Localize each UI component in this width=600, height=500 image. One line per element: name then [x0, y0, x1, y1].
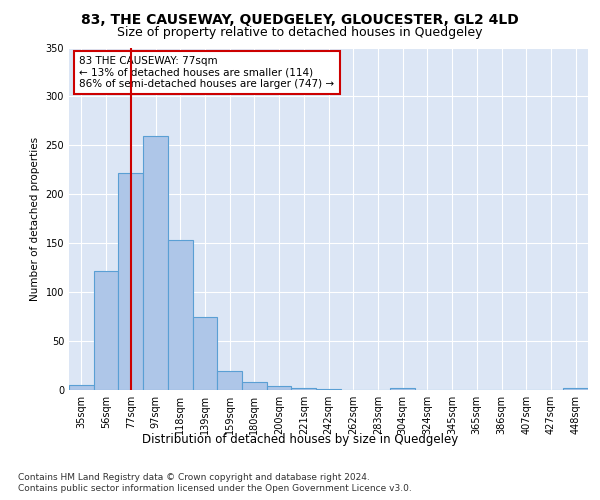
Text: Contains public sector information licensed under the Open Government Licence v3: Contains public sector information licen… — [18, 484, 412, 493]
Bar — [316, 389, 341, 390]
Text: 83 THE CAUSEWAY: 77sqm
← 13% of detached houses are smaller (114)
86% of semi-de: 83 THE CAUSEWAY: 77sqm ← 13% of detached… — [79, 56, 335, 90]
Text: Contains HM Land Registry data © Crown copyright and database right 2024.: Contains HM Land Registry data © Crown c… — [18, 472, 370, 482]
Bar — [267, 386, 292, 390]
Text: Size of property relative to detached houses in Quedgeley: Size of property relative to detached ho… — [117, 26, 483, 39]
Bar — [118, 173, 143, 390]
Bar — [143, 136, 168, 390]
Y-axis label: Number of detached properties: Number of detached properties — [30, 136, 40, 301]
Bar — [69, 385, 94, 390]
Bar — [94, 270, 118, 390]
Bar — [168, 240, 193, 390]
Text: Distribution of detached houses by size in Quedgeley: Distribution of detached houses by size … — [142, 432, 458, 446]
Text: 83, THE CAUSEWAY, QUEDGELEY, GLOUCESTER, GL2 4LD: 83, THE CAUSEWAY, QUEDGELEY, GLOUCESTER,… — [81, 12, 519, 26]
Bar — [217, 372, 242, 390]
Bar — [242, 382, 267, 390]
Bar — [292, 388, 316, 390]
Bar — [193, 316, 217, 390]
Bar — [563, 388, 588, 390]
Bar — [390, 388, 415, 390]
